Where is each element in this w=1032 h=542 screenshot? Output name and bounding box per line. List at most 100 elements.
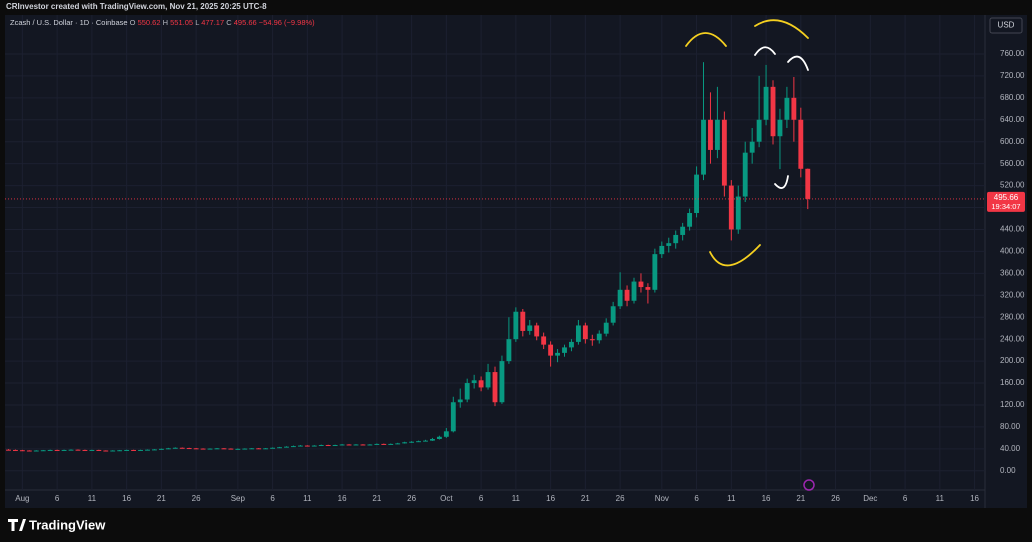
x-tick-label: 11 [88,494,97,503]
x-tick-label: 26 [831,494,840,503]
currency[interactable]: USD [998,21,1015,30]
candle-body [374,443,380,445]
x-tick-label: 16 [338,494,347,503]
candles [6,62,811,452]
candle-body [589,339,595,341]
candle-body [666,243,672,246]
candle-body [638,281,644,288]
candle-body [249,448,255,450]
candle-body [777,119,783,137]
candle-body [165,448,171,450]
candle-body [214,448,220,450]
candle-body [388,443,394,445]
candle-body [443,431,449,437]
price-tag [987,191,1025,212]
candle-body [318,445,324,447]
candle-body [763,86,769,120]
x-tick-label: 16 [122,494,131,503]
x-tick-label: 26 [616,494,625,503]
candle-body [346,444,352,446]
candle-body [82,449,88,451]
candle-body [680,226,686,235]
candle-body [735,196,741,230]
x-tick-label: 11 [727,494,736,503]
candle-body [172,447,178,449]
candle-body [228,448,234,450]
x-tick-label: 11 [303,494,312,503]
candle-body [527,325,533,331]
candle-body [19,450,25,452]
candle-body [61,449,67,451]
change: −54.96 (−9.98%) [259,18,315,27]
candle-body [416,441,421,443]
candle-body [26,450,32,452]
candle-body [381,443,387,445]
y-tick-label: 40.00 [1000,444,1021,453]
candle-body [409,441,415,443]
event-icon[interactable] [803,479,815,491]
y-tick-label: 440.00 [1000,225,1025,234]
candle-body [541,336,547,345]
x-tick-label: 26 [407,494,416,503]
y-tick-label: 640.00 [1000,115,1025,124]
candle-body [603,322,609,334]
x-tick-label: 21 [581,494,590,503]
candle-body [756,119,762,142]
candle-body [138,449,143,451]
y-tick-label: 280.00 [1000,312,1025,321]
candle-body [652,254,658,290]
candle-body [68,449,74,451]
candle-body [6,449,11,451]
y-tick-label: 760.00 [1000,49,1025,58]
y-tick-label: 360.00 [1000,268,1025,277]
candle-body [353,444,359,446]
x-tick-label: 26 [192,494,201,503]
candle-body [89,449,95,451]
candle-body [33,450,39,452]
ohlc-label: C [226,18,232,27]
y-tick-label: 160.00 [1000,378,1025,387]
candle-body [367,444,373,446]
candle-body [40,450,46,452]
candle-body [464,383,470,400]
candle-body [200,448,206,450]
candle-body [798,119,804,169]
x-tick-label: 6 [903,494,908,503]
x-tick-label: Dec [863,494,877,503]
candle-body [179,447,185,449]
candle-body [311,445,317,447]
y-tick-label: 600.00 [1000,137,1025,146]
y-tick-label: 520.00 [1000,181,1025,190]
candle-body [569,341,574,348]
currency-button[interactable] [989,17,1023,34]
candle-body [610,306,616,323]
candle-body [534,325,540,337]
candle-body [749,141,755,153]
candle-body [256,448,262,450]
y-tick-label: 120.00 [1000,400,1025,409]
candle-body [207,448,213,450]
ohlc-label: O [130,18,136,27]
x-tick-label: 6 [479,494,484,503]
x-tick-label: 21 [796,494,805,503]
candle-body [145,449,150,451]
candle-body [96,449,102,451]
annotation-arc [754,19,809,39]
candle-body [721,119,727,186]
candle-body [694,174,699,214]
candle-body [548,344,554,356]
x-tick-label: 11 [936,494,945,503]
y-tick-label: 240.00 [1000,334,1025,343]
brand-logo [8,519,26,531]
candle-body [791,97,797,120]
candle-body [284,446,289,448]
candle-body [339,444,345,446]
annotation-arc [709,244,761,267]
candle-body [499,361,505,403]
candle-body [242,448,248,450]
candle-body [291,446,296,448]
candle-body [555,352,560,356]
candle-body [221,448,227,450]
x-tick-label: 6 [270,494,275,503]
y-tick-label: 80.00 [1000,422,1021,431]
